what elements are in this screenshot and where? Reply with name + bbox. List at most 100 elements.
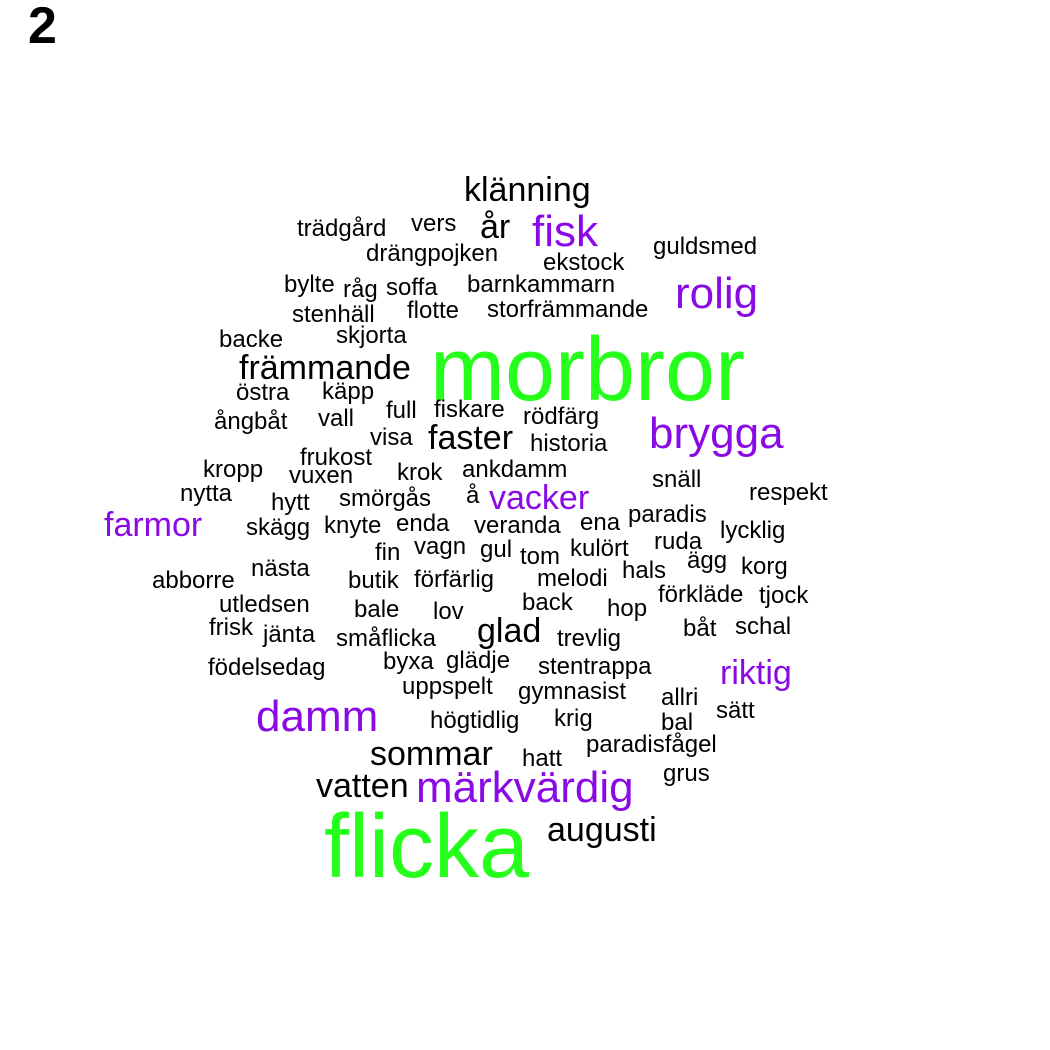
- word: paradis: [628, 501, 707, 528]
- word: klänning: [464, 171, 591, 209]
- word: sommar: [370, 735, 493, 773]
- word: grus: [663, 760, 710, 787]
- word: ekstock: [543, 249, 625, 276]
- word: vatten: [316, 767, 409, 805]
- word: full: [386, 397, 417, 424]
- word: knyte: [324, 512, 382, 539]
- word: båt: [683, 615, 717, 642]
- word: förfärlig: [414, 566, 495, 593]
- word: bal: [661, 709, 694, 736]
- word: märkvärdig: [416, 763, 634, 812]
- word: råg: [343, 276, 378, 303]
- word: småflicka: [336, 625, 437, 652]
- word: riktig: [720, 654, 792, 692]
- word: hatt: [522, 745, 563, 772]
- word: ankdamm: [462, 456, 568, 483]
- word: lov: [433, 598, 464, 625]
- word: flicka: [324, 797, 530, 897]
- word: backe: [219, 326, 284, 353]
- word: frukost: [300, 444, 373, 471]
- word: hals: [622, 557, 667, 584]
- word: enda: [396, 510, 450, 537]
- word: främmande: [239, 349, 411, 387]
- word: vuxen: [289, 462, 354, 489]
- word: brygga: [649, 409, 784, 458]
- word: byxa: [383, 648, 434, 675]
- word: jänta: [263, 621, 316, 648]
- word: skägg: [246, 514, 311, 541]
- word: guldsmed: [653, 233, 758, 260]
- word: rödfärg: [523, 403, 600, 430]
- word: melodi: [537, 565, 608, 592]
- word: frisk: [209, 614, 253, 641]
- word: fiskare: [434, 396, 505, 423]
- word: augusti: [547, 811, 657, 849]
- word: glädje: [446, 647, 511, 674]
- word: bale: [354, 596, 400, 623]
- word: ångbåt: [214, 408, 288, 435]
- word: snäll: [652, 466, 702, 493]
- word: stenhäll: [292, 301, 375, 328]
- word: morbror: [430, 320, 746, 420]
- word: krok: [397, 459, 443, 486]
- word: tjock: [759, 582, 809, 609]
- word: ägg: [687, 547, 728, 574]
- word: år: [480, 208, 511, 246]
- word: tom: [520, 543, 561, 570]
- word: bylte: [284, 271, 335, 298]
- word: faster: [428, 419, 514, 457]
- word: högtidlig: [430, 707, 520, 734]
- word: storfrämmande: [487, 296, 649, 323]
- word: kulört: [570, 535, 629, 562]
- word: rolig: [675, 269, 759, 318]
- word: respekt: [749, 479, 828, 506]
- panel-label: 2: [28, 0, 57, 55]
- word: gul: [480, 536, 513, 563]
- word: sätt: [716, 697, 755, 724]
- word: krig: [554, 705, 593, 732]
- word: nytta: [180, 480, 233, 507]
- word: kropp: [203, 456, 264, 483]
- word: skjorta: [336, 322, 407, 349]
- word: korg: [741, 553, 788, 580]
- word: förkläde: [658, 581, 744, 608]
- word: stentrappa: [538, 653, 652, 680]
- word: fin: [375, 539, 401, 566]
- word: soffa: [386, 274, 438, 301]
- word: gymnasist: [518, 678, 627, 705]
- word: vall: [318, 405, 355, 432]
- word: utledsen: [219, 591, 310, 618]
- word: abborre: [152, 567, 235, 594]
- word: farmor: [104, 506, 203, 544]
- word: barnkammarn: [467, 271, 616, 298]
- word: flotte: [407, 297, 460, 324]
- word: allri: [661, 684, 699, 711]
- word: lycklig: [720, 517, 786, 544]
- word: östra: [236, 379, 290, 406]
- word: uppspelt: [402, 673, 493, 700]
- word: vagn: [414, 533, 467, 560]
- word: hop: [607, 595, 648, 622]
- word: trädgård: [297, 215, 387, 242]
- word: fisk: [532, 207, 598, 256]
- word: damm: [256, 692, 379, 741]
- word: veranda: [474, 512, 561, 539]
- word: butik: [348, 567, 399, 594]
- word: födelsedag: [208, 654, 326, 681]
- word: back: [522, 589, 573, 616]
- word: vacker: [489, 479, 590, 517]
- word: paradisfågel: [586, 731, 717, 758]
- word: hytt: [271, 489, 310, 516]
- word: ena: [580, 509, 621, 536]
- word: schal: [735, 613, 792, 640]
- word: smörgås: [339, 485, 432, 512]
- word: visa: [370, 424, 413, 451]
- word: ruda: [654, 528, 703, 555]
- word: nästa: [251, 555, 310, 582]
- word: vers: [411, 210, 457, 237]
- word: käpp: [322, 378, 375, 405]
- word: glad: [477, 612, 542, 650]
- word: historia: [530, 430, 608, 457]
- word: trevlig: [557, 625, 622, 652]
